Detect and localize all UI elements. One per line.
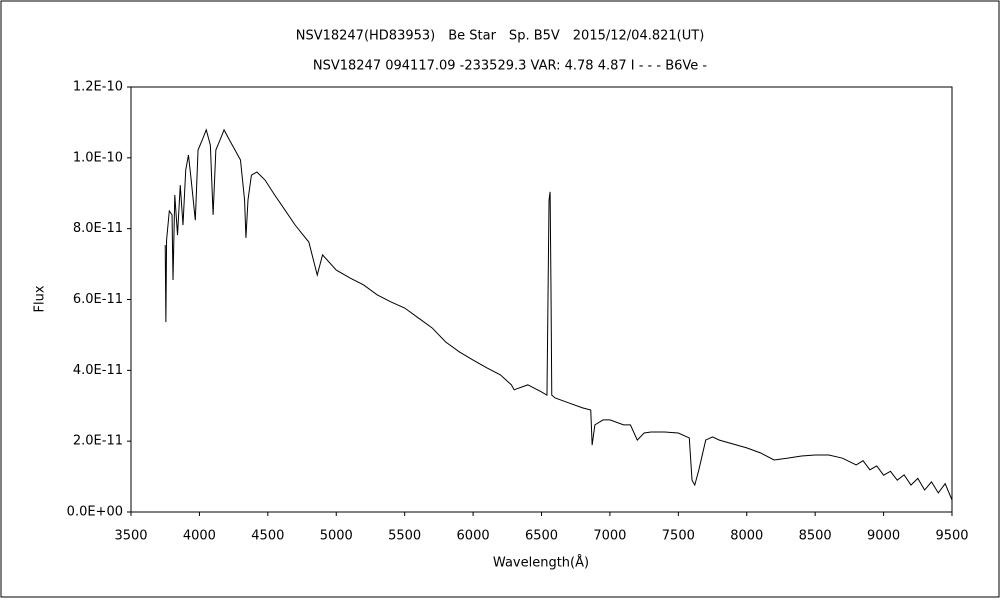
y-tick-label: 0.0E+00 [67, 505, 123, 520]
x-axis-label: Wavelength(Å) [493, 555, 589, 571]
y-tick-label: 1.0E-10 [73, 150, 123, 165]
x-tick-label: 9000 [867, 529, 900, 544]
x-tick-label: 5500 [388, 529, 421, 544]
chart-title: NSV18247(HD83953) Be Star Sp. B5V 2015/1… [296, 29, 705, 44]
x-tick-label: 3500 [114, 529, 147, 544]
x-tick-label: 9500 [935, 529, 968, 544]
y-tick-label: 1.2E-10 [73, 80, 123, 95]
x-tick-label: 6500 [525, 529, 558, 544]
spectrum-line [164, 128, 953, 501]
y-tick-label: 8.0E-11 [73, 221, 123, 236]
x-tick-label: 4500 [251, 529, 284, 544]
x-tick-label: 8000 [730, 529, 763, 544]
y-tick-label: 4.0E-11 [73, 363, 123, 378]
x-tick-label: 4000 [183, 529, 216, 544]
x-tick-label: 8500 [799, 529, 832, 544]
chart-subtitle: NSV18247 094117.09 -233529.3 VAR: 4.78 4… [313, 59, 708, 74]
y-axis-label: Flux [33, 285, 48, 312]
y-tick-label: 6.0E-11 [73, 292, 123, 307]
x-tick-label: 7000 [593, 529, 626, 544]
y-tick-label: 2.0E-11 [73, 434, 123, 449]
x-tick-label: 5000 [320, 529, 353, 544]
x-tick-label: 7500 [662, 529, 695, 544]
x-tick-label: 6000 [457, 529, 490, 544]
